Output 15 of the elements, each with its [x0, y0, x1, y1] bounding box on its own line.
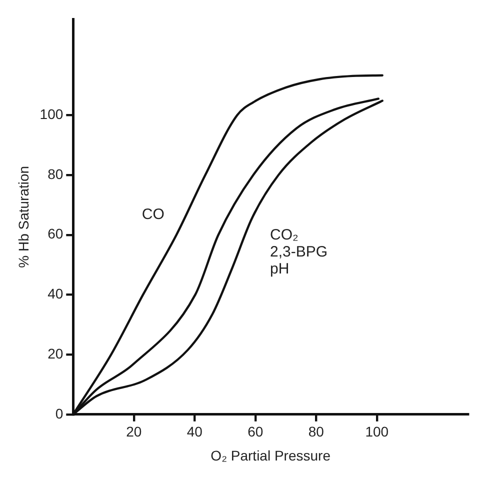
- y-tick-label: 100: [40, 106, 64, 122]
- y-tick-label: 20: [48, 345, 64, 362]
- y-axis-title: % Hb Saturation: [15, 166, 32, 268]
- x-tick-label: 60: [248, 424, 264, 440]
- x-tick-label: 20: [126, 424, 142, 440]
- y-tick-label: 60: [48, 226, 64, 242]
- x-tick-label: 100: [365, 424, 389, 440]
- x-axis-title: O₂ Partial Pressure: [210, 447, 331, 464]
- series-label: CO₂ 2,3-BPG pH: [270, 226, 328, 278]
- y-tick-label: 0: [55, 405, 64, 422]
- x-tick-label: 80: [308, 424, 324, 440]
- series-label: CO: [142, 206, 164, 223]
- x-tick-label: 40: [186, 424, 203, 440]
- y-tick-label: 80: [48, 166, 64, 182]
- y-tick-label: 40: [48, 286, 64, 302]
